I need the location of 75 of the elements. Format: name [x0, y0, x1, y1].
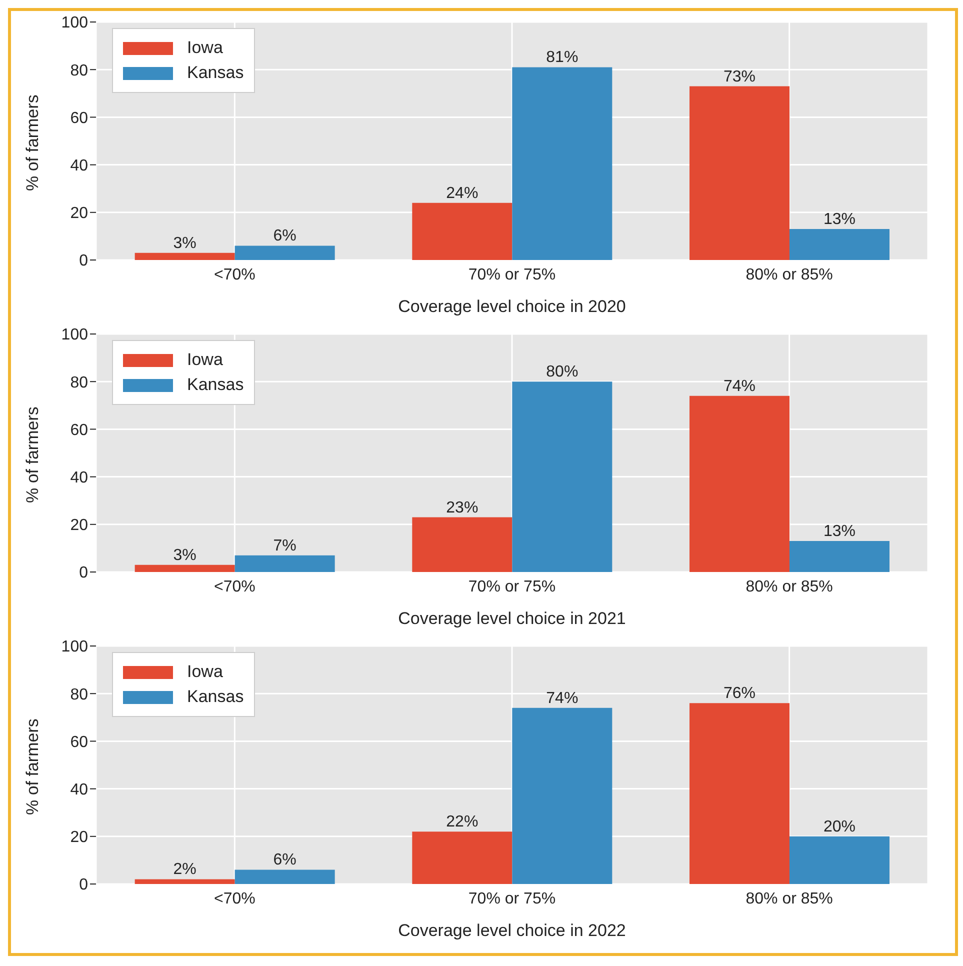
bar	[234, 246, 335, 260]
bar	[234, 870, 335, 884]
y-tick-label: 20	[70, 829, 88, 846]
y-tick-label: 60	[70, 110, 88, 127]
data-label: 24%	[446, 184, 478, 202]
bar	[789, 836, 890, 884]
data-label: 7%	[273, 537, 296, 554]
x-tick-label: <70%	[214, 266, 256, 284]
data-label: 80%	[546, 364, 578, 381]
bar	[234, 555, 335, 572]
x-tick-label: 70% or 75%	[468, 578, 556, 596]
y-tick-label: 20	[70, 517, 88, 534]
data-label: 73%	[723, 68, 756, 86]
data-label: 76%	[723, 685, 756, 702]
data-label: 74%	[546, 690, 578, 707]
data-label: 3%	[173, 546, 196, 564]
data-label: 20%	[823, 818, 856, 836]
data-label: 6%	[273, 852, 296, 869]
bar	[789, 229, 890, 260]
legend-label: Iowa	[187, 662, 223, 682]
data-label: 22%	[446, 814, 478, 831]
y-tick-label: 80	[70, 62, 88, 80]
x-tick-label: 80% or 85%	[746, 578, 833, 596]
y-tick-label: 100	[61, 14, 88, 32]
y-tick-label: 80	[70, 686, 88, 704]
data-label: 3%	[173, 234, 196, 252]
y-tick-label: 0	[79, 876, 88, 894]
bar	[789, 541, 890, 572]
y-tick-label: 20	[70, 205, 88, 222]
bar	[412, 832, 512, 884]
y-tick-label: 80	[70, 374, 88, 392]
y-tick-label: 0	[79, 252, 88, 270]
x-axis-title: Coverage level choice in 2021	[398, 609, 626, 628]
data-label: 23%	[446, 499, 478, 516]
y-tick-label: 0	[79, 564, 88, 582]
y-axis-title: % of farmers	[23, 718, 42, 815]
x-tick-label: <70%	[214, 578, 256, 596]
data-label: 13%	[823, 211, 856, 228]
bar	[689, 86, 790, 260]
bar	[512, 67, 612, 260]
y-tick-label: 60	[70, 734, 88, 751]
legend-label: Kansas	[187, 375, 244, 395]
legend-label: Kansas	[187, 63, 244, 83]
x-tick-label: 70% or 75%	[468, 890, 556, 908]
data-label: 2%	[173, 861, 196, 878]
bar	[689, 396, 790, 572]
x-tick-label: 70% or 75%	[468, 266, 556, 284]
legend-label: Iowa	[187, 350, 223, 370]
x-axis-title: Coverage level choice in 2020	[398, 297, 626, 316]
legend-label: Kansas	[187, 687, 244, 707]
y-axis-title: % of farmers	[23, 94, 42, 191]
y-axis-title: % of farmers	[23, 406, 42, 503]
data-label: 6%	[273, 228, 296, 245]
y-tick-label: 40	[70, 469, 88, 486]
y-tick-label: 40	[70, 781, 88, 798]
data-label: 81%	[546, 49, 578, 66]
data-label: 74%	[723, 378, 756, 395]
y-tick-label: 60	[70, 422, 88, 439]
bar	[512, 708, 612, 884]
x-tick-label: 80% or 85%	[746, 266, 833, 284]
x-tick-label: 80% or 85%	[746, 890, 833, 908]
bar	[134, 252, 235, 260]
data-label: 13%	[823, 523, 856, 540]
bar	[134, 879, 235, 884]
legend-label: Iowa	[187, 38, 223, 58]
bar	[512, 382, 612, 572]
bar	[412, 517, 512, 572]
x-axis-title: Coverage level choice in 2022	[398, 921, 626, 940]
bar	[689, 703, 790, 884]
bar	[134, 564, 235, 572]
y-tick-label: 40	[70, 157, 88, 174]
y-tick-label: 100	[61, 638, 88, 656]
x-tick-label: <70%	[214, 890, 256, 908]
bar	[412, 202, 512, 260]
y-tick-label: 100	[61, 326, 88, 344]
